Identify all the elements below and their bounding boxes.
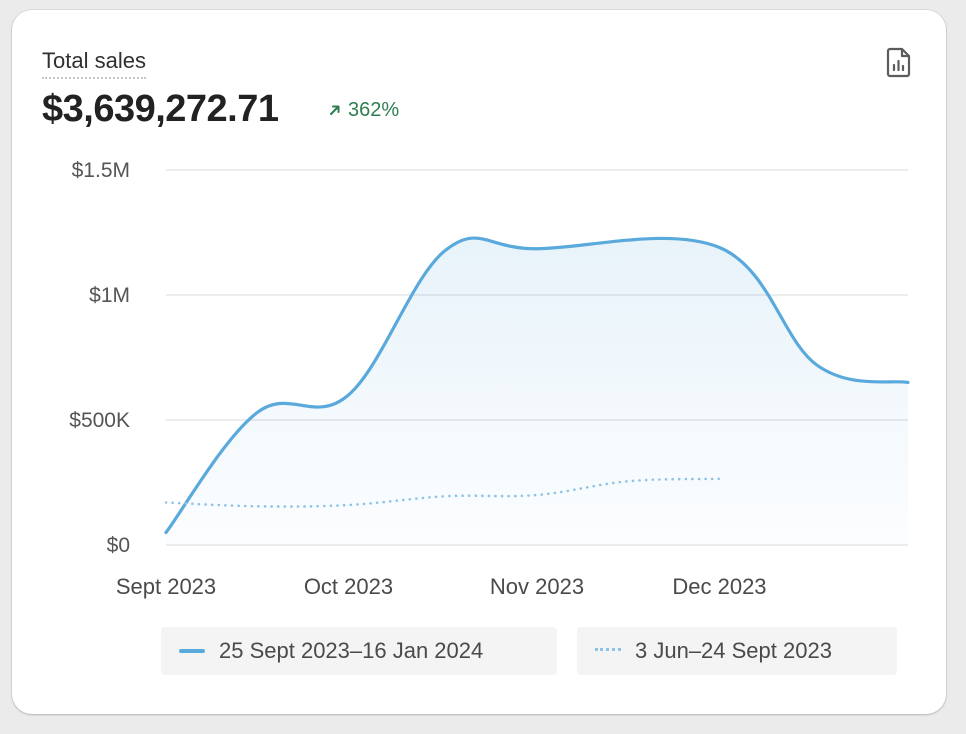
sales-chart: $0 $500K $1M $1.5M Sept 2023 Oct 2023 Nov 202… (69, 159, 910, 599)
legend-label: 25 Sept 2023–16 Jan 2024 (219, 638, 484, 663)
legend-label: 3 Jun–24 Sept 2023 (635, 638, 832, 663)
legend-item-comparison-period[interactable]: 3 Jun–24 Sept 2023 (577, 627, 897, 675)
x-tick-label: Nov 2023 (490, 574, 584, 599)
series-line-comparison (164, 477, 721, 508)
x-tick-label: Sept 2023 (116, 574, 216, 599)
x-axis: Sept 2023 Oct 2023 Nov 2023 Dec 2023 (116, 574, 767, 599)
y-axis: $0 $500K $1M $1.5M (69, 159, 130, 557)
y-tick-label: $1M (89, 284, 130, 307)
delta-badge: 362% (328, 98, 399, 122)
chart-report-icon[interactable] (884, 46, 914, 78)
series-line-current (164, 236, 910, 535)
x-tick-label: Oct 2023 (304, 574, 393, 599)
y-tick-label: $500K (69, 409, 130, 432)
legend-swatch-solid (179, 649, 205, 653)
delta-value: 362% (348, 99, 400, 121)
series-layer (164, 236, 910, 546)
arrow-up-right-icon (330, 105, 340, 115)
legend-swatch-dotted (595, 647, 621, 655)
card-title[interactable]: Total sales (42, 48, 146, 79)
y-tick-label: $1.5M (72, 159, 130, 182)
x-tick-label: Dec 2023 (672, 574, 766, 599)
series-area-current (166, 238, 908, 546)
legend-item-current-period[interactable]: 25 Sept 2023–16 Jan 2024 (161, 627, 557, 675)
total-sales-value: $3,639,272.71 (42, 88, 279, 130)
y-tick-label: $0 (107, 534, 130, 557)
